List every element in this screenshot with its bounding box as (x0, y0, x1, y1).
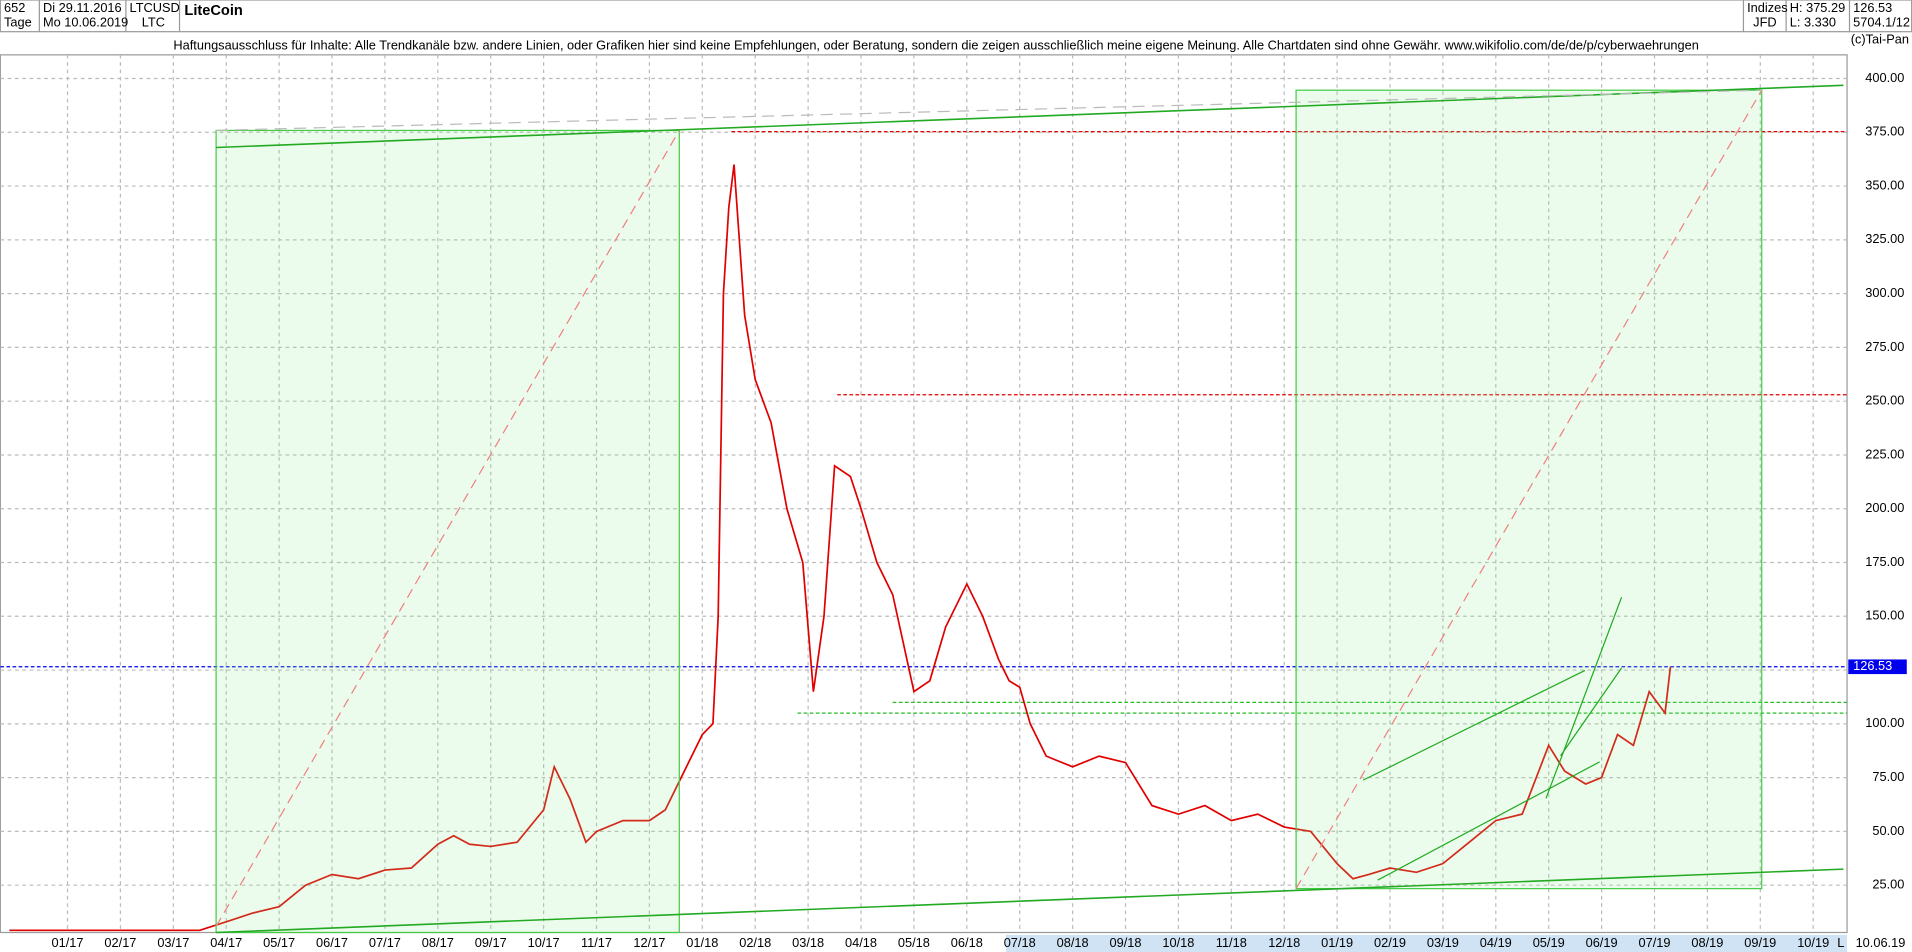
price-line (9, 164, 1672, 932)
x-tick-label: 04/17 (210, 935, 242, 950)
x-tick-label: 09/19 (1744, 935, 1776, 950)
guide (216, 89, 1762, 132)
low: L: 3.330 (1790, 15, 1836, 30)
x-tick-label: 07/17 (369, 935, 401, 950)
x-tick-label: 07/18 (1004, 935, 1036, 950)
y-tick-label: 225.00 (1865, 446, 1904, 461)
channel (1362, 669, 1586, 781)
x-tick-label: 09/17 (475, 935, 507, 950)
y-tick-label: 50.00 (1872, 823, 1904, 838)
x-tick-label: 03/18 (792, 935, 824, 950)
x-tick-label: 06/17 (316, 935, 348, 950)
scale-mode: L (1837, 935, 1844, 950)
y-tick-label: 150.00 (1865, 608, 1904, 623)
y-tick-label: 250.00 (1865, 393, 1904, 408)
start-date: Di 29.11.2016 (43, 0, 122, 15)
x-tick-label: 11/18 (1216, 935, 1247, 950)
x-tick-label: 03/19 (1427, 935, 1459, 950)
x-tick-label: 10/18 (1162, 935, 1194, 950)
y-tick-label: 275.00 (1865, 339, 1904, 354)
x-tick-label: 05/18 (898, 935, 930, 950)
trend-line (216, 868, 1844, 934)
disclaimer: Haftungsausschluss für Inhalte: Alle Tre… (173, 38, 1698, 53)
x-tick-label: 10/19 (1797, 935, 1829, 950)
x-tick-label: 10/17 (528, 935, 560, 950)
last-price-box (1848, 659, 1907, 675)
x-tick-label: 09/18 (1110, 935, 1142, 950)
x-tick-label: 05/17 (263, 935, 295, 950)
x-tick-label: 03/17 (157, 935, 189, 950)
x-tick-label: 08/18 (1057, 935, 1089, 950)
channel (1377, 761, 1600, 881)
x-tick-label: 08/17 (422, 935, 454, 950)
index-label: Indizes (1747, 0, 1788, 15)
y-tick-label: 25.00 (1872, 877, 1904, 892)
x-tick-label: 05/19 (1533, 935, 1565, 950)
y-tick-label: 350.00 (1865, 177, 1904, 192)
x-tick-label: 12/17 (633, 935, 665, 950)
x-tick-label: 11/17 (581, 935, 612, 950)
x-tick-label: 12/18 (1268, 935, 1300, 950)
x-tick-label: 06/18 (951, 935, 983, 950)
channel (1545, 597, 1623, 799)
drawings (215, 84, 1844, 934)
x-tick-label: 08/19 (1691, 935, 1723, 950)
future-band (1005, 934, 1848, 952)
y-tick-label: 100.00 (1865, 715, 1904, 730)
y-tick-label: 375.00 (1865, 124, 1904, 139)
info: 5704.1/12 (1853, 15, 1910, 30)
x-tick-label: 02/18 (739, 935, 771, 950)
broker: JFD (1753, 15, 1776, 30)
x-tick-label: 04/18 (845, 935, 877, 950)
end-date: Mo 10.06.2019 (43, 15, 128, 30)
header-bar (0, 0, 1912, 33)
y-tick-label: 400.00 (1865, 70, 1904, 85)
x-tick-label: 01/17 (52, 935, 84, 950)
channel (1560, 667, 1623, 757)
y-tick-label: 175.00 (1865, 554, 1904, 569)
plot-frame (0, 54, 1848, 934)
y-tick-label: 200.00 (1865, 500, 1904, 515)
x-tick-label: 07/19 (1639, 935, 1671, 950)
y-tick-label: 300.00 (1865, 285, 1904, 300)
x-tick-label: 06/19 (1586, 935, 1618, 950)
last: 126.53 (1853, 0, 1892, 15)
copyright: (c)Tai-Pan (1851, 32, 1909, 47)
last-price-label: 126.53 (1853, 658, 1892, 673)
high: H: 375.29 (1790, 0, 1845, 15)
y-tick-label: 325.00 (1865, 231, 1904, 246)
plot: 25.0050.0075.00100.00125.00150.00175.002… (0, 54, 1907, 950)
symbol: LTCUSD (130, 0, 180, 15)
x-tick-label: 04/19 (1480, 935, 1512, 950)
end-date-axis: 10.06.19 (1856, 935, 1906, 950)
period[interactable]: Tage (4, 15, 32, 30)
count[interactable]: 652 (4, 0, 25, 15)
x-tick-label: 02/17 (104, 935, 136, 950)
title: LiteCoin (184, 3, 243, 19)
x-tick-label: 01/19 (1321, 935, 1353, 950)
short-name: LTC (142, 15, 165, 30)
diagonal (215, 130, 680, 927)
y-tick-label: 75.00 (1872, 769, 1904, 784)
diagonal (1295, 89, 1763, 889)
x-tick-label: 01/18 (686, 935, 718, 950)
x-tick-label: 02/19 (1374, 935, 1406, 950)
